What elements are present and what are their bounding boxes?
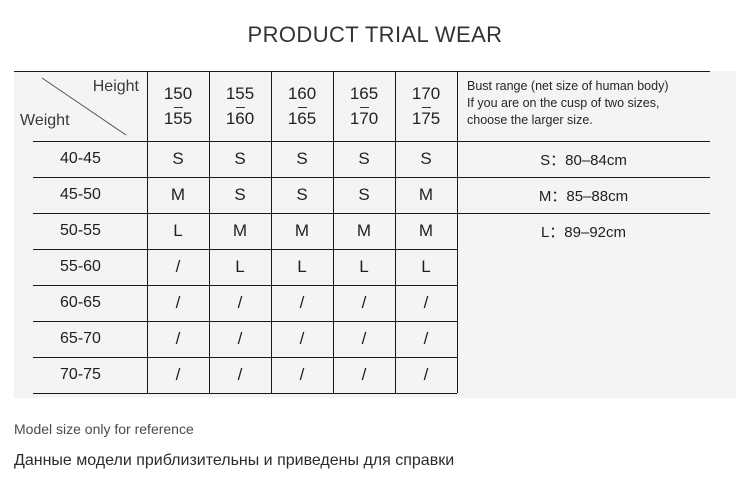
weight-label-cell: 45-50 [60,186,101,203]
weight-label-cell: 55-60 [60,258,101,275]
diagonal-divider-icon [41,77,127,136]
size-cell: / [175,257,181,276]
column-divider [209,71,210,393]
height-range-from: 155 [225,84,255,103]
size-cell: / [237,365,243,384]
header-corner-cell: Height Weight [14,71,147,141]
height-column-header-1: 150 155 [147,71,209,141]
row-divider [33,285,457,286]
size-cell: / [423,293,429,312]
size-cell: / [361,329,367,348]
size-cell: M [418,221,434,240]
size-cell: S [234,185,246,204]
height-range-to: 175 [411,109,441,128]
size-cell: M [418,185,434,204]
size-cell: M [294,221,310,240]
weight-label-cell: 50-55 [60,222,101,239]
bust-range-note: Bust range (net size of human body) If y… [467,78,717,129]
column-divider [147,71,148,393]
header-weight-label: Weight [20,112,70,129]
height-range-to: 155 [163,109,193,128]
bust-range-cell: S：80–84cm [540,151,627,169]
column-divider [395,71,396,393]
size-cell: S [420,149,432,168]
row-divider [33,141,710,142]
height-range-to: 165 [287,109,317,128]
size-cell: L [359,257,369,276]
size-cell: S [358,185,370,204]
height-range-from: 150 [163,84,193,103]
size-cell: / [299,365,305,384]
size-cell: L [173,221,183,240]
size-cell: M [356,221,372,240]
column-divider [271,71,272,393]
size-cell: / [299,293,305,312]
range-dash-icon [173,107,183,108]
size-cell: M [232,221,248,240]
height-column-header-2: 155 160 [209,71,271,141]
bust-note-line-2: If you are on the cusp of two sizes, [467,96,660,110]
bust-note-line-1: Bust range (net size of human body) [467,79,669,93]
size-cell: / [423,365,429,384]
bust-range-cell: L：89–92cm [540,223,627,241]
size-cell: S [234,149,246,168]
size-cell: / [299,329,305,348]
height-range-from: 160 [287,84,317,103]
size-cell: / [175,365,181,384]
size-cell: / [237,329,243,348]
range-dash-icon [235,107,245,108]
range-dash-icon [297,107,307,108]
header-height-label: Height [92,78,139,95]
footer-note-english: Model size only for reference [14,421,194,437]
weight-label-cell: 65-70 [60,330,101,347]
size-cell: L [235,257,245,276]
size-cell: / [361,293,367,312]
size-cell: S [358,149,370,168]
column-divider [333,71,334,393]
size-cell: / [423,329,429,348]
row-divider [33,177,710,178]
range-dash-icon [421,107,431,108]
height-range-from: 165 [349,84,379,103]
size-cell: / [175,293,181,312]
range-dash-icon [359,107,369,108]
size-cell: L [297,257,307,276]
weight-label-cell: 40-45 [60,150,101,167]
row-divider [33,357,457,358]
row-divider [33,213,710,214]
size-cell: S [296,149,308,168]
column-divider [457,71,458,393]
size-cell: S [172,149,184,168]
height-column-header-4: 165 170 [333,71,395,141]
size-cell: / [361,365,367,384]
height-column-header-3: 160 165 [271,71,333,141]
bust-range-cell: M：85–88cm [538,187,629,205]
row-divider [33,249,457,250]
height-range-to: 170 [349,109,379,128]
weight-label-cell: 60-65 [60,294,101,311]
height-column-header-5: 170 175 [395,71,457,141]
size-cell: / [237,293,243,312]
height-range-from: 170 [411,84,441,103]
bust-note-line-3: choose the larger size. [467,113,593,127]
row-divider [33,321,457,322]
height-range-to: 160 [225,109,255,128]
weight-label-cell: 70-75 [60,366,101,383]
table-top-border [14,71,710,72]
page-title: PRODUCT TRIAL WEAR [247,22,503,47]
size-cell: S [296,185,308,204]
size-cell: M [170,185,186,204]
size-cell: L [421,257,431,276]
size-chart-panel: Height Weight 150 155 155 160 160 165 16… [14,71,736,398]
size-cell: / [175,329,181,348]
table-bottom-border [33,393,457,394]
footer-note-russian: Данные модели приблизительны и приведены… [14,452,455,469]
